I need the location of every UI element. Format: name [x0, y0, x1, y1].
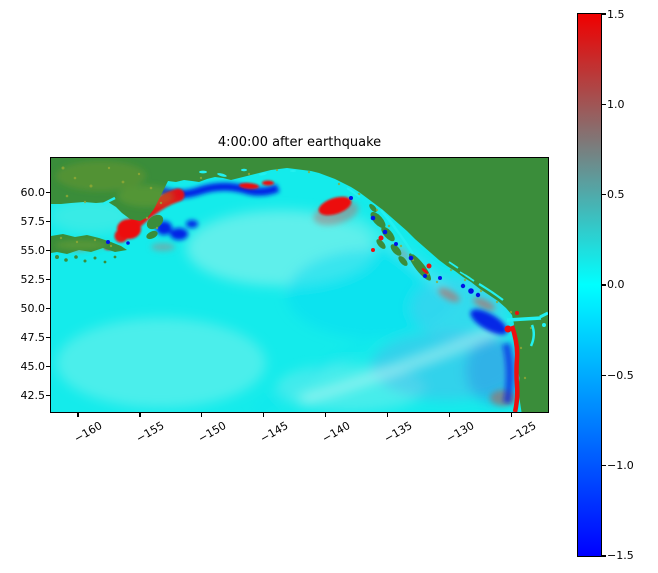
colorbar-tick-label: −0.5 [607, 368, 634, 382]
x-tick-label: −135 [381, 419, 415, 446]
x-tick-mark [325, 413, 327, 417]
x-tick-label: −140 [319, 419, 353, 446]
y-tick-mark [46, 278, 50, 281]
y-tick-mark [46, 191, 50, 193]
colorbar-tick-mark [601, 13, 606, 15]
x-tick-label: −155 [133, 419, 167, 446]
colorbar-gradient [577, 13, 602, 557]
map-plot-area[interactable] [50, 157, 549, 413]
colorbar-tick-mark [601, 284, 606, 286]
y-tick-label: 50.0 [20, 302, 46, 316]
x-tick-mark [201, 413, 203, 417]
colorbar-tick-label: 0.0 [607, 278, 625, 292]
colorbar-tick-label: 1.0 [607, 97, 625, 111]
x-tick-mark [77, 413, 79, 417]
y-tick-label: 52.5 [20, 273, 46, 286]
y-tick-label: 57.5 [20, 214, 46, 228]
colorbar-tick-label: −1.5 [607, 549, 634, 563]
x-tick-label: −130 [443, 419, 477, 446]
y-tick-mark [46, 395, 50, 397]
colorbar-tick-mark [601, 103, 606, 105]
y-tick-label: 42.5 [20, 389, 46, 403]
colorbar-tick-label: 0.5 [607, 188, 625, 202]
y-tick-mark [46, 337, 50, 339]
channel-layer [102, 168, 548, 347]
x-tick-label: −125 [505, 419, 539, 446]
x-tick-mark [139, 413, 141, 417]
land-texture-layer [55, 161, 533, 380]
coastal-anomaly-layer [106, 196, 520, 412]
colorbar-tick-mark [601, 465, 606, 467]
plot-title: 4:00:00 after earthquake [217, 135, 382, 150]
y-tick-mark [46, 307, 50, 310]
colorbar-tick-mark [601, 194, 606, 196]
y-tick-label: 45.0 [20, 360, 46, 374]
colorbar-tick-label: 1.5 [607, 7, 625, 21]
x-tick-mark [387, 413, 389, 417]
y-tick-label: 47.5 [20, 331, 46, 345]
y-tick-mark [46, 366, 50, 368]
y-tick-mark [46, 249, 50, 252]
x-tick-label: −150 [195, 419, 229, 446]
colorbar-tick-mark [601, 374, 606, 376]
y-tick-label: 60.0 [20, 185, 46, 199]
x-tick-label: −145 [257, 419, 291, 446]
colorbar-tick-label: −1.0 [607, 459, 634, 473]
tsunami-heatmap [51, 158, 548, 412]
y-tick-label: 55.0 [20, 243, 46, 257]
x-tick-label: −160 [71, 419, 105, 446]
y-tick-mark [46, 220, 50, 222]
x-tick-mark [263, 413, 265, 417]
colorbar-tick-mark [601, 555, 606, 557]
x-tick-mark [449, 413, 451, 417]
x-tick-mark [511, 413, 513, 417]
